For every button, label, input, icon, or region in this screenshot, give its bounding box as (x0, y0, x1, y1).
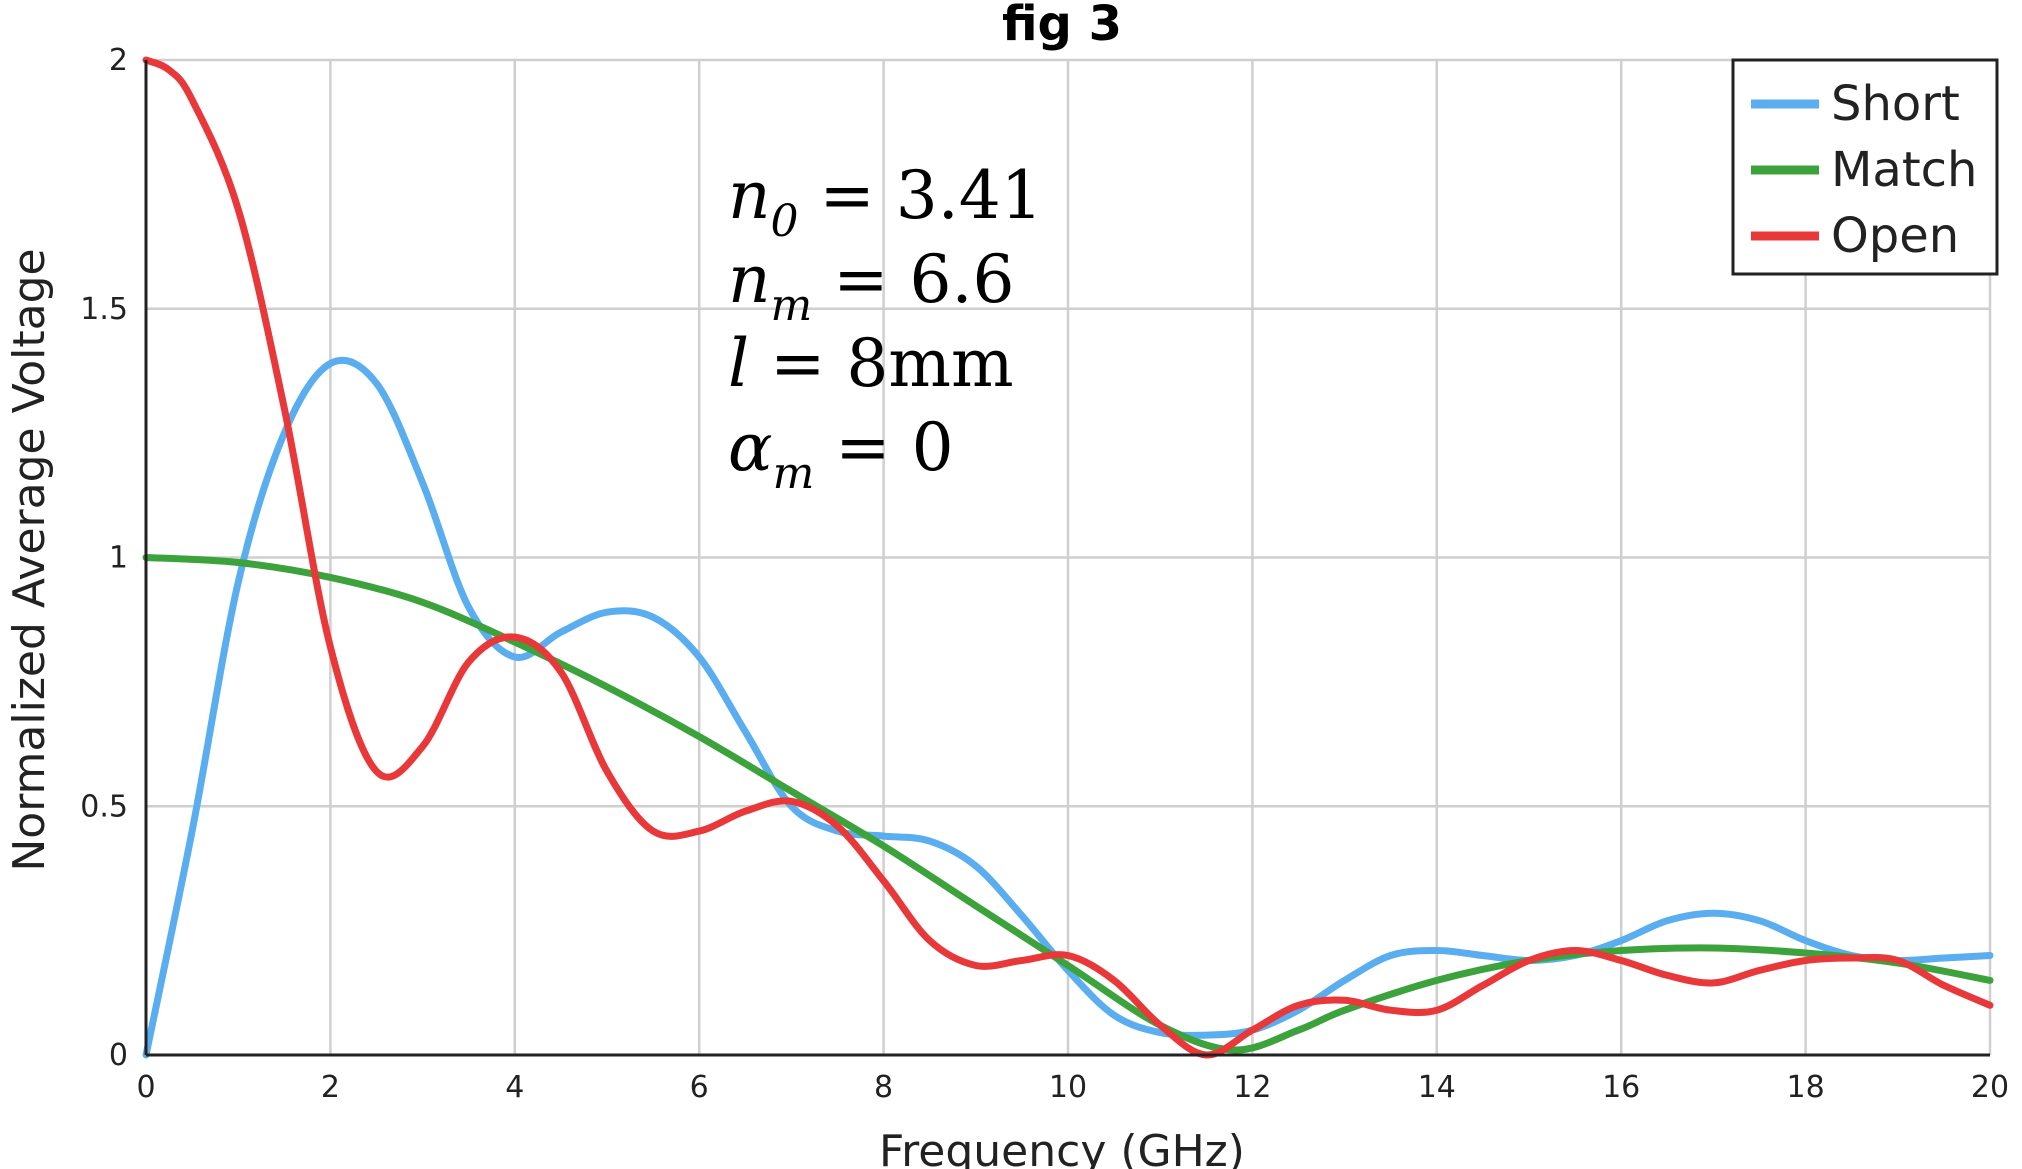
x-tick-label: 2 (321, 1070, 340, 1105)
x-tick-label: 18 (1787, 1070, 1825, 1105)
y-tick-label: 1 (109, 541, 128, 576)
equation-line: l = 8mm (728, 325, 1014, 402)
grid (146, 58, 1992, 1055)
series-line-match (142, 554, 1994, 1054)
x-tick-label: 6 (690, 1070, 709, 1105)
legend-label: Open (1831, 208, 1959, 264)
x-tick-label: 10 (1049, 1070, 1087, 1105)
y-tick-label: 0.5 (80, 789, 128, 824)
legend-label: Match (1831, 142, 1977, 198)
y-tick-label: 2 (109, 43, 128, 78)
series-layer (142, 56, 1994, 1059)
y-tick-label: 1.5 (80, 292, 128, 327)
x-axis-title: Frequency (GHz) (879, 1126, 1245, 1169)
equation-line: nm = 6.6 (728, 241, 1014, 331)
y-tick-label: 0 (109, 1038, 128, 1073)
equation-line: n0 = 3.41 (728, 157, 1043, 247)
equation-line: αm = 0 (728, 409, 954, 499)
y-axis-title: Normalized Average Voltage (4, 248, 55, 871)
x-tick-label: 14 (1418, 1070, 1456, 1105)
series-line-short (142, 356, 1994, 1059)
x-tick-label: 4 (505, 1070, 524, 1105)
legend: Short Match Open (1731, 58, 1999, 276)
x-tick-label: 8 (874, 1070, 893, 1105)
x-tick-labels: 0 2 4 6 8 10 12 14 16 18 20 (136, 1070, 2009, 1105)
x-tick-label: 20 (1971, 1070, 2009, 1105)
chart-title: fig 3 (1002, 0, 1122, 52)
legend-label: Short (1831, 76, 1960, 132)
y-tick-labels: 0 0.5 1 1.5 2 (80, 43, 128, 1073)
x-tick-label: 0 (136, 1070, 155, 1105)
x-tick-label: 16 (1602, 1070, 1640, 1105)
x-tick-label: 12 (1233, 1070, 1271, 1105)
series-line-open (142, 56, 1994, 1059)
